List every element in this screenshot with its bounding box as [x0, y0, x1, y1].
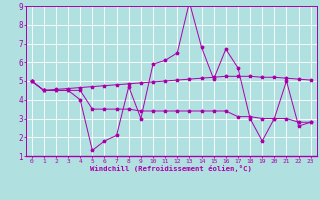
X-axis label: Windchill (Refroidissement éolien,°C): Windchill (Refroidissement éolien,°C) [90, 165, 252, 172]
